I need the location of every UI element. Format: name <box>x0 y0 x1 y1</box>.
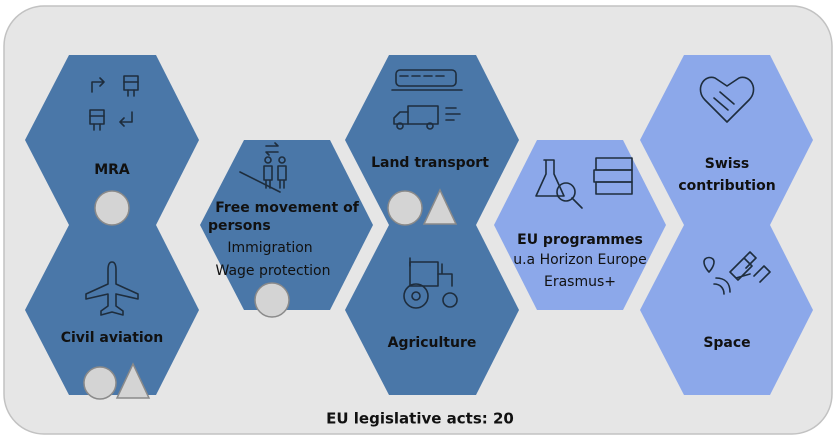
hex-subtitle: Erasmus+ <box>544 274 616 290</box>
icon-mra <box>89 75 139 131</box>
hexagon-civil-aviation <box>25 225 199 395</box>
hex-title: Free movement of <box>215 200 359 216</box>
hexagon-space <box>640 225 813 395</box>
icon-handshake <box>699 76 755 123</box>
hex-title: MRA <box>94 162 130 178</box>
hexagon-free-movement <box>200 140 373 310</box>
hex-title: EU programmes <box>517 232 643 248</box>
hex-subtitle: Wage protection <box>216 263 331 279</box>
hex-title: persons <box>208 218 271 234</box>
icon-science <box>535 157 633 209</box>
hexagon-agriculture <box>345 225 519 395</box>
hex-subtitle: u.a Horizon Europe <box>513 252 647 268</box>
hex-title: Land transport <box>371 155 489 171</box>
hex-title: Space <box>703 335 750 351</box>
hexagon-swiss-contribution <box>640 55 813 225</box>
circle-marker <box>387 190 423 226</box>
triangle-marker <box>422 188 458 225</box>
icon-train-truck <box>391 69 463 130</box>
icon-persons <box>239 142 287 193</box>
circle-marker <box>83 366 117 400</box>
icon-satellite <box>703 251 771 295</box>
footer: EU legislative acts: 20 <box>326 410 514 428</box>
hexagon-mra <box>25 55 199 225</box>
hex-title: Agriculture <box>388 335 477 351</box>
hex-title: Civil aviation <box>61 330 164 346</box>
hex-title: Swiss <box>705 156 749 172</box>
hexagon-land-transport <box>345 55 519 225</box>
icon-plane <box>85 261 139 316</box>
hex-title: contribution <box>678 178 775 194</box>
circle-marker <box>254 282 290 318</box>
circle-marker <box>94 190 130 226</box>
icon-tractor <box>403 257 458 309</box>
hex-subtitle: Immigration <box>227 240 312 256</box>
triangle-marker <box>115 362 151 399</box>
